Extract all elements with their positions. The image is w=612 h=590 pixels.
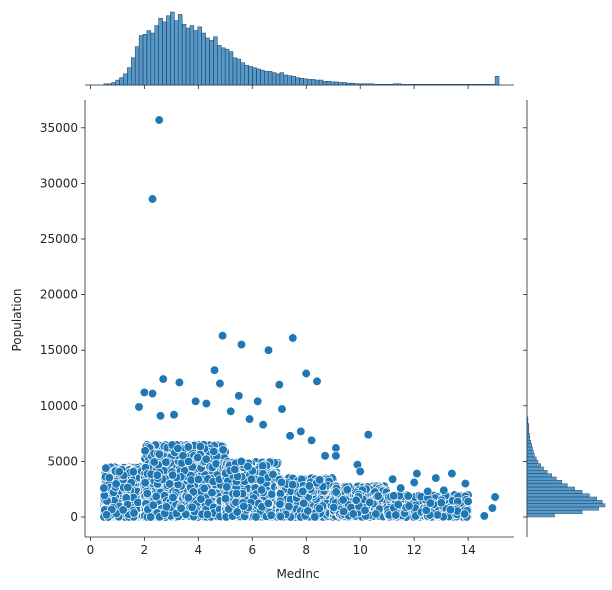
scatter-point	[266, 510, 276, 520]
scatter-point	[176, 503, 186, 513]
scatter-point	[149, 457, 159, 467]
scatter-point	[199, 483, 209, 494]
scatter-point	[202, 509, 213, 520]
scatter-point	[239, 501, 249, 511]
scatter-point	[365, 497, 375, 508]
scatter-point	[129, 508, 139, 518]
scatter-point	[161, 502, 172, 512]
scatter-point	[251, 512, 261, 522]
scatter-point	[299, 498, 309, 508]
scatter-point	[222, 482, 232, 492]
scatter-point	[193, 452, 203, 463]
scatter-point	[142, 488, 152, 499]
scatter-point	[104, 473, 114, 483]
scatter-point	[338, 506, 349, 517]
scatter-point	[101, 463, 111, 473]
scatter-point	[118, 505, 128, 515]
scatter-point	[148, 500, 158, 510]
main-scatter-axes	[84, 100, 514, 538]
scatter-point	[151, 491, 161, 502]
scatter-point	[284, 501, 294, 512]
scatter-point	[329, 502, 339, 513]
scatter-point	[161, 457, 171, 467]
scatter-point	[276, 477, 287, 488]
scatter-point	[123, 482, 133, 493]
scatter-point	[140, 478, 150, 488]
scatter-point	[196, 494, 206, 504]
scatter-point	[303, 506, 313, 516]
scatter-point	[168, 492, 178, 503]
scatter-point	[164, 479, 175, 489]
scatter-point	[183, 456, 194, 467]
scatter-point	[298, 486, 308, 497]
scatter-point	[310, 512, 320, 522]
scatter-point	[195, 441, 205, 452]
scatter-point	[140, 446, 150, 456]
scatter-point	[193, 474, 204, 484]
scatter-point	[256, 475, 266, 485]
scatter-point	[145, 512, 156, 522]
scatter-point	[220, 494, 231, 504]
scatter-point	[209, 446, 219, 457]
scatter-point	[314, 475, 325, 485]
scatter-point	[275, 499, 285, 509]
scatter-point	[288, 480, 298, 490]
scatter-point	[243, 461, 253, 472]
scatter-point	[187, 502, 197, 512]
scatter-point	[351, 495, 361, 505]
scatter-point	[152, 470, 162, 480]
scatter-point	[371, 509, 381, 519]
scatter-point	[246, 474, 257, 484]
scatter-point	[256, 485, 267, 495]
scatter-point	[201, 454, 211, 464]
scatter-point	[348, 509, 358, 519]
scatter-point	[111, 479, 121, 489]
scatter-point	[183, 442, 193, 452]
scatter-point	[360, 505, 370, 515]
scatter-point	[154, 449, 164, 459]
scatter-point	[231, 488, 242, 499]
scatter-point	[373, 491, 383, 501]
scatter-point	[230, 464, 240, 475]
scatter-point	[183, 493, 194, 503]
scatter-point	[167, 470, 178, 480]
scatter-point	[207, 488, 217, 498]
scatter-point	[342, 485, 352, 495]
scatter-point	[331, 487, 341, 497]
scatter-point	[275, 511, 286, 522]
scatter-point	[314, 503, 325, 514]
scatter-point	[173, 443, 183, 454]
scatter-point	[338, 495, 348, 505]
scatter-point	[218, 445, 228, 455]
scatter-points	[99, 115, 500, 522]
scatter-point	[263, 498, 273, 509]
scatter-point	[114, 467, 124, 477]
scatter-point	[258, 461, 268, 471]
